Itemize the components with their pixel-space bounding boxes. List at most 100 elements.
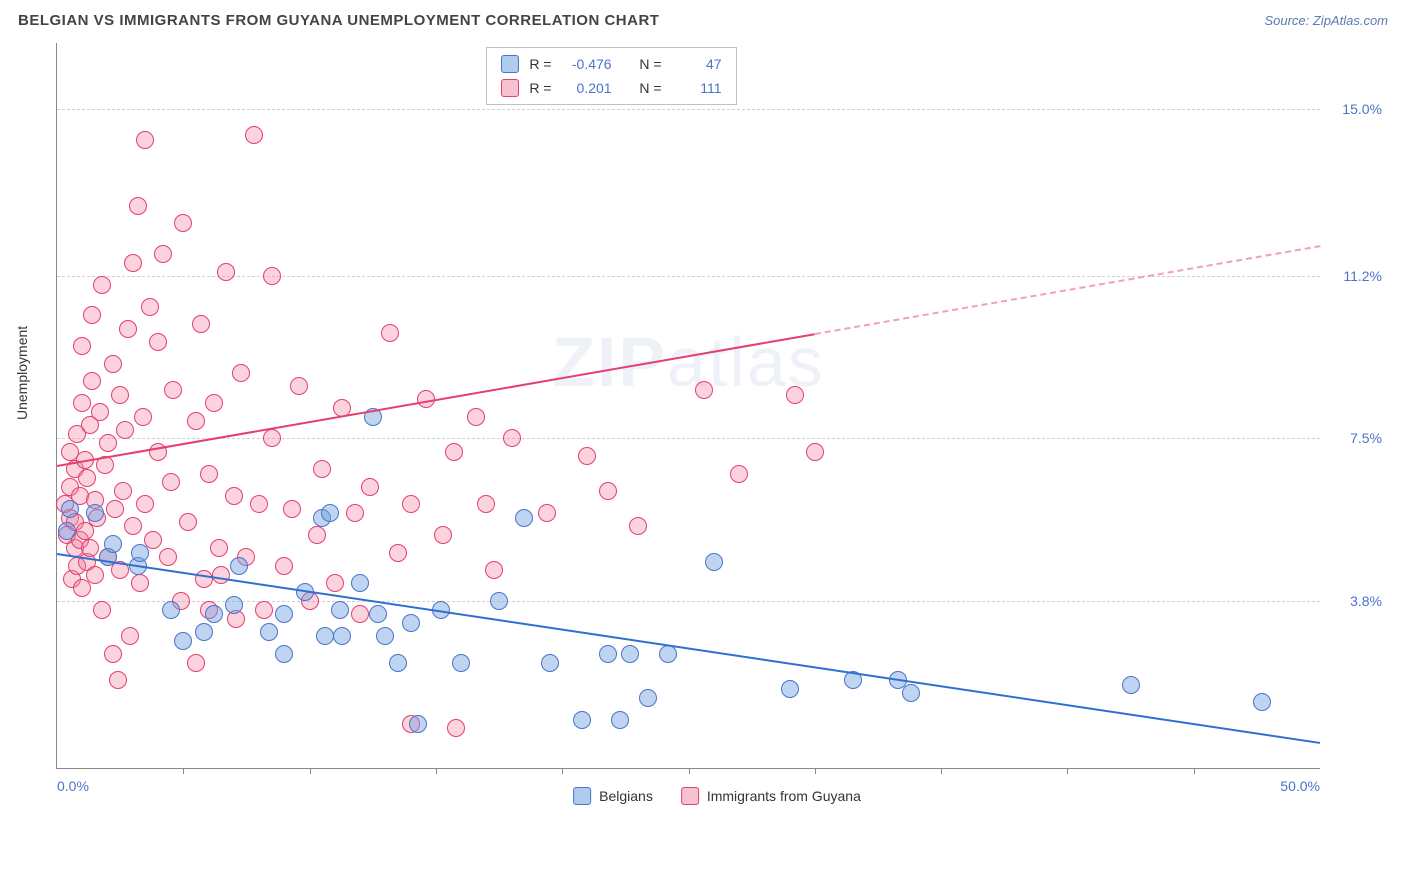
scatter-point: [124, 254, 142, 272]
scatter-point: [503, 429, 521, 447]
scatter-point: [283, 500, 301, 518]
x-tick: [436, 768, 437, 774]
scatter-point: [381, 324, 399, 342]
scatter-point: [121, 627, 139, 645]
scatter-point: [212, 566, 230, 584]
scatter-point: [351, 574, 369, 592]
scatter-point: [376, 627, 394, 645]
gridline: [57, 109, 1320, 110]
x-tick: [689, 768, 690, 774]
stats-row-blue: R = -0.476 N = 47: [501, 52, 721, 76]
scatter-point: [369, 605, 387, 623]
scatter-point: [695, 381, 713, 399]
swatch-blue-icon: [501, 55, 519, 73]
legend: Belgians Immigrants from Guyana: [573, 787, 861, 805]
scatter-point: [308, 526, 326, 544]
scatter-point: [111, 386, 129, 404]
scatter-point: [445, 443, 463, 461]
scatter-point: [149, 333, 167, 351]
source-label: Source: ZipAtlas.com: [1264, 13, 1388, 28]
scatter-point: [114, 482, 132, 500]
scatter-point: [333, 627, 351, 645]
scatter-point: [225, 596, 243, 614]
stats-box: R = -0.476 N = 47 R = 0.201 N = 111: [486, 47, 736, 105]
scatter-point: [174, 632, 192, 650]
scatter-point: [316, 627, 334, 645]
scatter-point: [131, 544, 149, 562]
x-tick: [562, 768, 563, 774]
watermark: ZIPatlas: [552, 322, 825, 402]
scatter-point: [154, 245, 172, 263]
scatter-point: [230, 557, 248, 575]
scatter-point: [434, 526, 452, 544]
scatter-point: [192, 315, 210, 333]
scatter-point: [346, 504, 364, 522]
scatter-point: [200, 465, 218, 483]
scatter-point: [409, 715, 427, 733]
scatter-point: [205, 605, 223, 623]
scatter-point: [515, 509, 533, 527]
scatter-point: [134, 408, 152, 426]
scatter-point: [389, 654, 407, 672]
scatter-point: [321, 504, 339, 522]
scatter-point: [225, 487, 243, 505]
scatter-point: [179, 513, 197, 531]
scatter-point: [275, 605, 293, 623]
scatter-point: [389, 544, 407, 562]
scatter-point: [250, 495, 268, 513]
scatter-point: [187, 412, 205, 430]
x-tick-label: 0.0%: [57, 778, 89, 794]
y-tick-label: 7.5%: [1350, 430, 1382, 446]
x-tick: [815, 768, 816, 774]
scatter-point: [136, 131, 154, 149]
scatter-point: [326, 574, 344, 592]
plot-area: ZIPatlas R = -0.476 N = 47 R = 0.201 N =…: [56, 43, 1320, 769]
scatter-point: [136, 495, 154, 513]
scatter-point: [573, 711, 591, 729]
scatter-point: [1122, 676, 1140, 694]
scatter-point: [119, 320, 137, 338]
scatter-point: [124, 517, 142, 535]
legend-label: Immigrants from Guyana: [707, 788, 861, 804]
scatter-point: [162, 601, 180, 619]
scatter-point: [104, 535, 122, 553]
gridline: [57, 438, 1320, 439]
scatter-point: [490, 592, 508, 610]
scatter-point: [467, 408, 485, 426]
scatter-point: [141, 298, 159, 316]
scatter-point: [621, 645, 639, 663]
scatter-point: [263, 267, 281, 285]
scatter-point: [195, 570, 213, 588]
scatter-point: [639, 689, 657, 707]
scatter-point: [447, 719, 465, 737]
scatter-point: [195, 623, 213, 641]
scatter-point: [78, 469, 96, 487]
scatter-point: [217, 263, 235, 281]
scatter-point: [106, 500, 124, 518]
scatter-point: [91, 403, 109, 421]
scatter-point: [629, 517, 647, 535]
x-tick: [183, 768, 184, 774]
trend-line: [57, 553, 1320, 744]
scatter-point: [599, 482, 617, 500]
scatter-point: [116, 421, 134, 439]
scatter-point: [730, 465, 748, 483]
y-tick-label: 11.2%: [1343, 268, 1382, 284]
scatter-point: [93, 276, 111, 294]
x-tick-label: 50.0%: [1280, 778, 1320, 794]
x-tick: [1194, 768, 1195, 774]
scatter-point: [361, 478, 379, 496]
scatter-point: [61, 500, 79, 518]
scatter-point: [93, 601, 111, 619]
scatter-point: [402, 495, 420, 513]
scatter-point: [260, 623, 278, 641]
scatter-point: [83, 306, 101, 324]
scatter-point: [86, 566, 104, 584]
scatter-point: [485, 561, 503, 579]
scatter-point: [786, 386, 804, 404]
scatter-point: [129, 197, 147, 215]
scatter-point: [351, 605, 369, 623]
scatter-point: [705, 553, 723, 571]
scatter-point: [599, 645, 617, 663]
scatter-point: [290, 377, 308, 395]
